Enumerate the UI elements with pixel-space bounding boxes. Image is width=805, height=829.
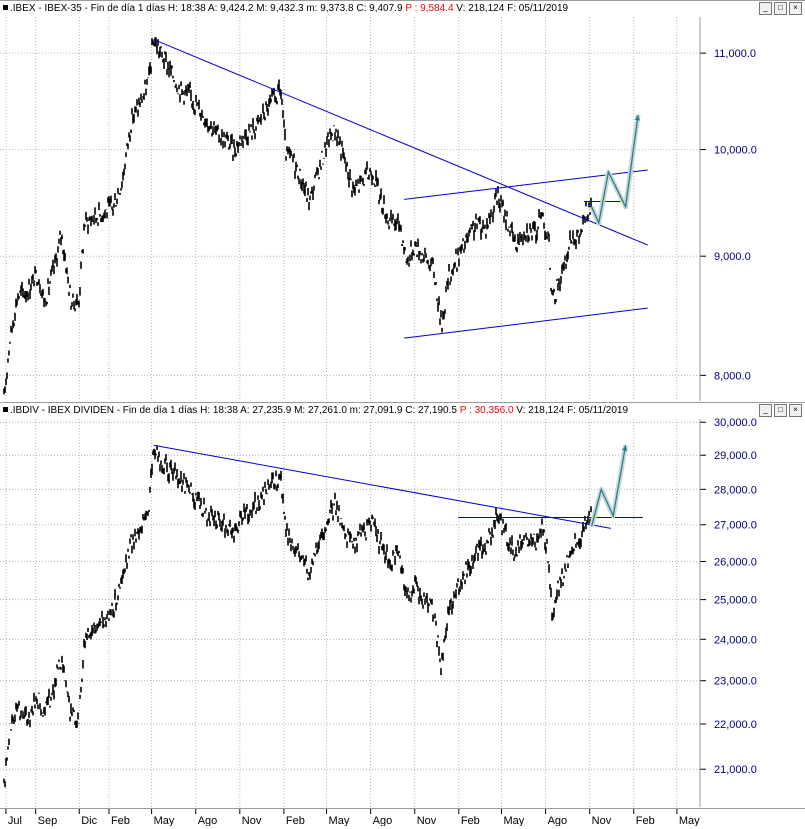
y-tick-label: 28,000.0 <box>714 484 757 496</box>
close-icon[interactable]: × <box>789 2 802 15</box>
price-bars <box>3 37 592 395</box>
projection-path <box>591 114 639 226</box>
y-tick-label: 8,000.0 <box>714 370 751 382</box>
ibdiv-high: M: 27,261.0 <box>294 405 347 416</box>
ibdiv-date: F: 05/11/2019 <box>567 405 629 416</box>
x-tick-label: May <box>503 815 524 826</box>
ibex-open: A: 9,424.2 <box>207 3 254 14</box>
x-tick-label: Feb <box>461 815 480 826</box>
x-tick-label: May <box>329 815 350 826</box>
ibdiv-volume: V: 218,124 <box>516 405 565 416</box>
price-series <box>3 37 592 395</box>
y-tick-label: 26,000.0 <box>714 556 757 568</box>
ibdiv-low: m: 27,091.9 <box>349 405 403 416</box>
projection-path <box>590 445 627 527</box>
series-marker-icon <box>3 5 8 11</box>
ibex-chart: 11,000.0 10,000.0 9,000.0 8,000.0 <box>0 17 757 401</box>
price-bars <box>3 445 592 788</box>
ibex-time: H: 18:38 <box>167 3 206 14</box>
x-tick-label: Ago <box>198 815 218 826</box>
maximize-icon[interactable]: □ <box>774 404 787 417</box>
x-tick-label: Nov <box>417 815 437 826</box>
maximize-icon[interactable]: □ <box>774 2 787 15</box>
y-tick-label: 30,000.0 <box>714 417 757 429</box>
ibdiv-header: .IBDIV - IBEX DIVIDEN - Fin de día 1 día… <box>0 403 805 418</box>
minimize-icon[interactable]: _ <box>759 2 772 15</box>
trendline-resistance <box>153 38 648 246</box>
ibdiv-time: H: 18:38 <box>200 405 238 416</box>
projection-arrowhead <box>622 445 628 451</box>
ibdiv-open: A: 27,235.9 <box>240 405 292 416</box>
ibex-volume: V: 218,124 <box>456 3 505 14</box>
projection-shadow <box>589 444 629 528</box>
x-tick-label: Jul <box>8 815 22 826</box>
x-tick-label: May <box>154 815 175 826</box>
series-marker-icon <box>3 407 8 413</box>
y-tick-label: 21,000.0 <box>714 764 757 776</box>
x-tick-label: Feb <box>636 815 655 826</box>
y-tick-label: 22,000.0 <box>714 719 757 731</box>
ibdiv-chart: 30,000.0 29,000.0 28,000.0 27,000.0 26,000.0… <box>0 417 757 807</box>
x-tick-label: May <box>679 815 700 826</box>
ibex-header: .IBEX - IBEX-35 - Fin de día 1 días H: 1… <box>0 1 805 16</box>
close-icon[interactable]: × <box>789 404 802 417</box>
x-tick-label: Sep <box>38 815 58 826</box>
x-tick-label: Dic <box>81 815 97 826</box>
price-series <box>3 445 592 788</box>
ibdiv-panel: .IBDIV - IBEX DIVIDEN - Fin de día 1 día… <box>0 402 805 809</box>
time-axis-svg: Jul Sep Dic Feb May Ago Nov Feb May Ago Nov Feb May A… <box>5 809 700 827</box>
ibex-close: C: 9,407.9 <box>356 3 403 14</box>
x-tick-label: Ago <box>373 815 393 826</box>
y-tick-label: 27,000.0 <box>714 520 757 532</box>
ibdiv-p-value: P : 30,356.0 <box>459 405 514 416</box>
y-tick-label: 25,000.0 <box>714 595 757 607</box>
ibex-panel: .IBEX - IBEX-35 - Fin de día 1 días H: 1… <box>0 0 805 402</box>
x-tick-label: Feb <box>111 815 130 826</box>
ibdiv-window-controls: _ □ × <box>757 404 802 418</box>
ibex-high: M: 9,432.3 <box>256 3 304 14</box>
ibdiv-close: C: 27,190.5 <box>405 405 457 416</box>
x-tick-label: Nov <box>242 815 262 826</box>
x-tick-label: Nov <box>592 815 612 826</box>
y-tick-label: 10,000.0 <box>714 145 757 157</box>
ibdiv-symbol: .IBDIV - IBEX DIVIDEN - Fin de día 1 día… <box>10 405 198 416</box>
y-tick-label: 11,000.0 <box>714 48 756 60</box>
y-tick-label: 24,000.0 <box>714 634 757 646</box>
y-tick-label: 23,000.0 <box>714 676 757 688</box>
ibex-date: F: 05/11/2019 <box>507 3 569 14</box>
ibex-window-controls: _ □ × <box>757 2 802 16</box>
trendline-resistance <box>153 444 611 529</box>
ibex-low: m: 9,373.8 <box>306 3 354 14</box>
minimize-icon[interactable]: _ <box>759 404 772 417</box>
time-axis: Jul Sep Dic Feb May Ago Nov Feb May Ago Nov Feb May A… <box>0 808 805 827</box>
x-tick-label: Ago <box>548 815 568 826</box>
ibex-p-value: P : 9,584.4 <box>405 3 454 14</box>
projection-arrowhead <box>634 114 640 121</box>
ibex-symbol: .IBEX - IBEX-35 - Fin de día 1 días <box>10 3 166 14</box>
trendline-channel-bottom <box>404 307 648 339</box>
x-tick-label: Feb <box>286 815 305 826</box>
y-tick-label: 29,000.0 <box>714 450 757 462</box>
y-tick-label: 9,000.0 <box>714 251 751 263</box>
